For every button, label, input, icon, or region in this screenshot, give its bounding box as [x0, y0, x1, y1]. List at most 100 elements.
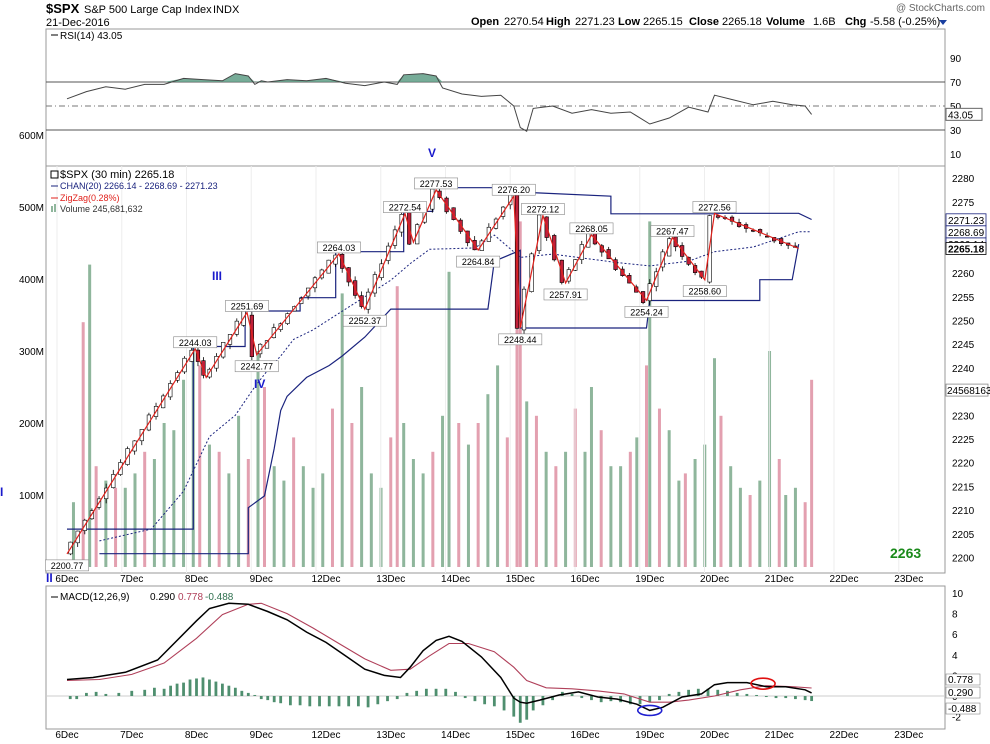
macd-histogram-bar — [658, 696, 661, 701]
volume-legend-text: Volume 245,681,632 — [60, 204, 143, 214]
price-panel-frame — [45, 165, 946, 574]
candle-body — [654, 271, 659, 287]
macd-histogram-bar — [246, 692, 250, 696]
macd-legend: MACD(12,26,9) 0.290 0.778 -0.488 — [51, 592, 234, 603]
close-label: Close — [689, 16, 719, 28]
price-layer: 2200.77 2244.03 2251.69 2242.77 2264.03 2252.… — [45, 166, 900, 573]
pivot-label: 2264.84 — [462, 257, 495, 267]
x-axis-label-price: 20Dec — [700, 574, 729, 585]
volume-tick-label: 500M — [19, 203, 44, 214]
pivot-label: 2272.54 — [389, 203, 422, 213]
macd-histogram-bar — [175, 683, 179, 696]
pivot-label-box — [225, 300, 269, 312]
pivot-label-box — [569, 222, 614, 235]
volume-bar — [172, 430, 176, 567]
macd-tick-label: 4 — [952, 651, 958, 662]
wave-label-ii: II — [46, 571, 53, 585]
pivot-label: 2268.05 — [575, 224, 608, 234]
volume-bar — [133, 473, 137, 567]
macd-histogram-bar — [143, 689, 147, 696]
price-tick-label: 2250 — [952, 316, 975, 327]
macd-histogram-bar — [298, 696, 302, 706]
x-axis-label-macd: 14Dec — [441, 730, 470, 741]
rsi-layer — [46, 73, 945, 132]
volume-bar — [518, 221, 522, 567]
volume-bar — [431, 451, 435, 567]
volume-bar — [114, 487, 118, 567]
pivot-label: 2267.47 — [656, 227, 689, 237]
candle-body — [613, 259, 618, 270]
price-tick-label: 2280 — [952, 174, 975, 185]
price-axis-tag-label: 2265.18 — [948, 244, 985, 255]
dropdown-caret-icon[interactable] — [939, 20, 947, 25]
price-tick-label: 2245 — [952, 340, 975, 351]
rsi-legend: RSI(14) 43.05 — [51, 31, 123, 42]
x-axis-label-price: 9Dec — [250, 574, 273, 585]
volume-bar — [301, 466, 305, 567]
macd-histogram-bar — [195, 678, 198, 696]
volume-bar — [628, 451, 632, 567]
macd-legend-v2: 0.778 — [178, 592, 203, 603]
macd-histogram-bar — [94, 691, 98, 696]
macd-histogram-bar — [570, 693, 574, 696]
volume-bar — [198, 365, 202, 567]
volume-bar — [421, 473, 425, 567]
macd-histogram-bar — [182, 682, 185, 696]
macd-histogram-bar — [68, 696, 72, 700]
macd-axis-tag-label: 0.778 — [948, 675, 973, 686]
macd-histogram-bar — [162, 688, 166, 696]
volume-bar — [457, 423, 461, 567]
macd-histogram-bar — [512, 696, 516, 717]
macd-histogram-bar — [784, 696, 788, 699]
x-axis-label-price: 23Dec — [894, 574, 923, 585]
macd-histogram-bar — [687, 689, 690, 696]
volume-bar — [784, 495, 788, 567]
high-value: 2271.23 — [575, 16, 615, 28]
x-axis-label-macd: 6Dec — [55, 730, 78, 741]
macd-histogram-bar — [628, 696, 632, 705]
macd-histogram-bar — [85, 692, 88, 696]
volume-tick-label: 600M — [19, 131, 44, 142]
macd-histogram-bar — [104, 693, 108, 696]
macd-histogram-bar — [214, 681, 218, 696]
volume-bar — [360, 387, 364, 567]
volume-bar — [748, 495, 752, 567]
rsi-tick-label: 90 — [950, 54, 962, 65]
x-axis-label-price: 21Dec — [765, 574, 794, 585]
macd-axis-tag — [945, 673, 981, 686]
macd-histogram-bar — [272, 696, 276, 703]
pivot-label-box — [491, 183, 536, 196]
macd-histogram-bar — [386, 696, 389, 702]
rsi-overbought-fill — [67, 73, 812, 82]
volume-bar — [340, 293, 344, 567]
volume-bar — [330, 408, 334, 567]
macd-histogram-bar — [794, 696, 797, 700]
pivot-label-box — [498, 333, 543, 346]
volume-bar — [466, 444, 470, 567]
macd-histogram-bar — [463, 696, 467, 699]
x-axis-label-price: 6Dec — [55, 574, 78, 585]
volume-bar — [525, 401, 529, 567]
volume-bar — [505, 437, 509, 567]
volume-bar — [162, 423, 166, 567]
volume-tick-label: 100M — [19, 491, 44, 502]
x-axis-label-macd: 7Dec — [120, 730, 143, 741]
pivot-label: 2252.37 — [349, 316, 382, 326]
candle-body — [667, 238, 672, 257]
volume-tick-label: 200M — [19, 419, 44, 430]
macd-histogram-bar — [492, 696, 496, 707]
volume-bar — [104, 480, 108, 567]
macd-histogram-bar — [706, 688, 710, 696]
open-value: 2270.54 — [504, 16, 544, 28]
x-axis-label-price: 7Dec — [120, 574, 143, 585]
macd-histogram-bar — [153, 687, 156, 696]
x-axis-label-macd: 21Dec — [765, 730, 794, 741]
volume-bar — [402, 423, 406, 567]
ohlc-summary: Open 2270.54 High 2271.23 Low 2265.15 Cl… — [471, 16, 940, 28]
volume-bar — [256, 351, 260, 567]
volume-bar — [554, 466, 558, 567]
volume-bar — [713, 358, 716, 567]
volume-bar — [693, 459, 697, 567]
rsi-tick-label: 10 — [950, 150, 962, 161]
macd-histogram-bar — [366, 696, 370, 708]
